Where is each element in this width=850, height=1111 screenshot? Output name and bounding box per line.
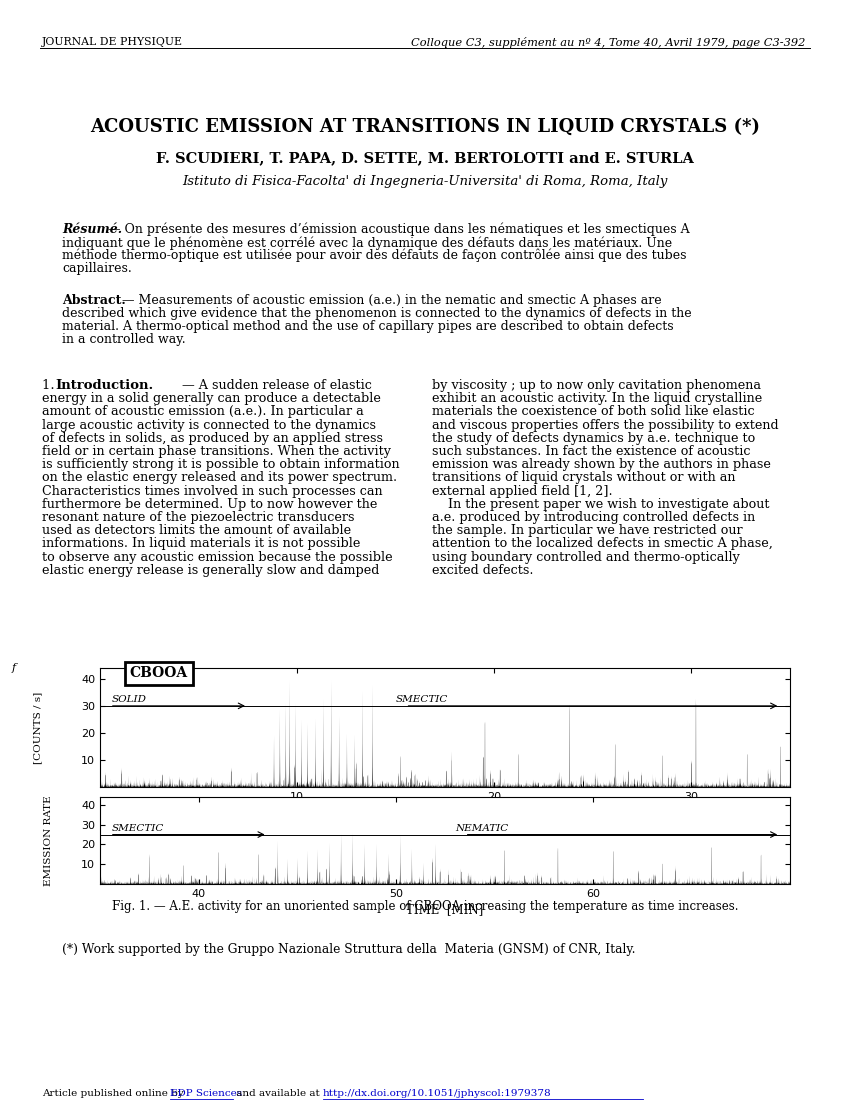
Y-axis label: EMISSION RATE: EMISSION RATE [44, 795, 54, 885]
Text: capillaires.: capillaires. [62, 262, 132, 276]
Text: (*) Work supported by the Gruppo Nazionale Struttura della  Materia (GNSM) of CN: (*) Work supported by the Gruppo Naziona… [62, 943, 636, 955]
X-axis label: TIME  [MIN]: TIME [MIN] [406, 903, 484, 917]
Text: transitions of liquid crystals without or with an: transitions of liquid crystals without o… [432, 471, 735, 484]
Text: F. SCUDIERI, T. PAPA, D. SETTE, M. BERTOLOTTI and E. STURLA: F. SCUDIERI, T. PAPA, D. SETTE, M. BERTO… [156, 151, 694, 166]
Text: informations. In liquid materials it is not possible: informations. In liquid materials it is … [42, 538, 360, 550]
Text: ACOUSTIC EMISSION AT TRANSITIONS IN LIQUID CRYSTALS (*): ACOUSTIC EMISSION AT TRANSITIONS IN LIQU… [90, 118, 760, 136]
Text: materials the coexistence of both solid like elastic: materials the coexistence of both solid … [432, 406, 755, 419]
Text: is sufficiently strong it is possible to obtain information: is sufficiently strong it is possible to… [42, 458, 399, 471]
Text: http://dx.doi.org/10.1051/jphyscol:1979378: http://dx.doi.org/10.1051/jphyscol:19793… [323, 1089, 552, 1098]
Text: and viscous properties offers the possibility to extend: and viscous properties offers the possib… [432, 419, 779, 431]
Text: JOURNAL DE PHYSIQUE: JOURNAL DE PHYSIQUE [42, 37, 183, 47]
Text: resonant nature of the piezoelectric transducers: resonant nature of the piezoelectric tra… [42, 511, 354, 524]
Text: the study of defects dynamics by a.e. technique to: the study of defects dynamics by a.e. te… [432, 432, 756, 444]
Text: to observe any acoustic emission because the possible: to observe any acoustic emission because… [42, 551, 393, 563]
Text: attention to the localized defects in smectic A phase,: attention to the localized defects in sm… [432, 538, 773, 550]
Text: In the present paper we wish to investigate about: In the present paper we wish to investig… [432, 498, 769, 511]
Text: a.e. produced by introducing controlled defects in: a.e. produced by introducing controlled … [432, 511, 756, 524]
Text: material. A thermo-optical method and the use of capillary pipes are described t: material. A thermo-optical method and th… [62, 320, 673, 333]
Text: SOLID: SOLID [112, 694, 147, 703]
Text: 1.: 1. [42, 379, 59, 392]
Y-axis label: [COUNTS / s]: [COUNTS / s] [33, 691, 42, 763]
Text: Characteristics times involved in such processes can: Characteristics times involved in such p… [42, 484, 382, 498]
Text: EDP Sciences: EDP Sciences [170, 1089, 242, 1098]
Text: SMECTIC: SMECTIC [112, 824, 164, 833]
Text: — On présente des mesures d’émission acoustique dans les nématiques et les smect: — On présente des mesures d’émission aco… [108, 223, 689, 237]
Text: using boundary controlled and thermo-optically: using boundary controlled and thermo-opt… [432, 551, 740, 563]
Text: amount of acoustic emission (a.e.). In particular a: amount of acoustic emission (a.e.). In p… [42, 406, 364, 419]
Text: indiquant que le phénomène est corrélé avec la dynamique des défauts dans les ma: indiquant que le phénomène est corrélé a… [62, 236, 672, 250]
Text: NEMATIC: NEMATIC [455, 824, 508, 833]
Text: on the elastic energy released and its power spectrum.: on the elastic energy released and its p… [42, 471, 397, 484]
Text: — A sudden release of elastic: — A sudden release of elastic [182, 379, 371, 392]
Text: — Measurements of acoustic emission (a.e.) in the nematic and smectic A phases a: — Measurements of acoustic emission (a.e… [122, 294, 661, 307]
Text: Abstract.: Abstract. [62, 294, 126, 307]
Text: energy in a solid generally can produce a detectable: energy in a solid generally can produce … [42, 392, 381, 406]
Text: furthermore be determined. Up to now however the: furthermore be determined. Up to now how… [42, 498, 377, 511]
Text: Fig. 1. — A.E. activity for an unoriented sample of CBOOA increasing the tempera: Fig. 1. — A.E. activity for an unoriente… [111, 900, 739, 913]
Text: elastic energy release is generally slow and damped: elastic energy release is generally slow… [42, 563, 379, 577]
Text: Résumé.: Résumé. [62, 223, 122, 236]
Text: and available at: and available at [233, 1089, 323, 1098]
Text: such substances. In fact the existence of acoustic: such substances. In fact the existence o… [432, 446, 751, 458]
Text: large acoustic activity is connected to the dynamics: large acoustic activity is connected to … [42, 419, 376, 431]
Text: CBOOA: CBOOA [129, 667, 188, 680]
Text: Introduction.: Introduction. [55, 379, 153, 392]
Text: méthode thermo-optique est utilisée pour avoir des défauts de façon contrôlée ai: méthode thermo-optique est utilisée pour… [62, 249, 687, 262]
Text: emission was already shown by the authors in phase: emission was already shown by the author… [432, 458, 771, 471]
Text: f: f [11, 662, 15, 672]
Text: by viscosity ; up to now only cavitation phenomena: by viscosity ; up to now only cavitation… [432, 379, 761, 392]
Text: field or in certain phase transitions. When the activity: field or in certain phase transitions. W… [42, 446, 391, 458]
Text: Article published online by: Article published online by [42, 1089, 187, 1098]
Text: used as detectors limits the amount of available: used as detectors limits the amount of a… [42, 524, 351, 538]
Text: external applied field [1, 2].: external applied field [1, 2]. [432, 484, 613, 498]
Text: described which give evidence that the phenomenon is connected to the dynamics o: described which give evidence that the p… [62, 307, 692, 320]
Text: the sample. In particular we have restricted our: the sample. In particular we have restri… [432, 524, 743, 538]
Text: Istituto di Fisica-Facolta' di Ingegneria-Universita' di Roma, Roma, Italy: Istituto di Fisica-Facolta' di Ingegneri… [182, 176, 668, 188]
Text: in a controlled way.: in a controlled way. [62, 333, 185, 346]
Text: Colloque C3, supplément au nº 4, Tome 40, Avril 1979, page C3-392: Colloque C3, supplément au nº 4, Tome 40… [411, 37, 805, 48]
Text: of defects in solids, as produced by an applied stress: of defects in solids, as produced by an … [42, 432, 383, 444]
Text: excited defects.: excited defects. [432, 563, 534, 577]
Text: SMECTIC: SMECTIC [396, 694, 448, 703]
Text: exhibit an acoustic activity. In the liquid crystalline: exhibit an acoustic activity. In the liq… [432, 392, 762, 406]
